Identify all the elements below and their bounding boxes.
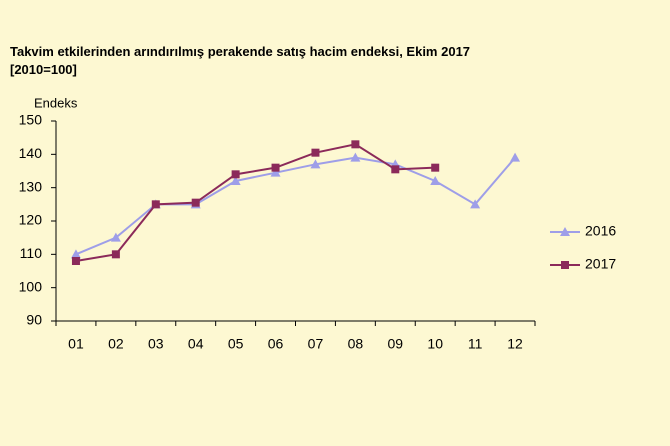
marker — [191, 198, 200, 207]
marker — [111, 250, 120, 259]
legend-label: 2016 — [585, 223, 616, 239]
chart-subtitle: [2010=100] — [10, 62, 77, 77]
x-tick-label: 11 — [468, 336, 483, 352]
x-tick-label: 10 — [427, 336, 443, 352]
x-tick-label: 03 — [148, 336, 164, 352]
x-tick-label: 05 — [228, 336, 244, 352]
marker — [510, 152, 521, 162]
marker — [270, 167, 281, 177]
marker — [431, 163, 440, 172]
marker — [230, 176, 241, 185]
marker — [350, 152, 361, 162]
marker — [561, 261, 569, 269]
y-tick-label: 110 — [20, 245, 43, 261]
x-tick-label: 04 — [188, 336, 204, 352]
series-line — [75, 156, 516, 256]
x-tick-label: 08 — [348, 336, 364, 352]
marker — [311, 148, 320, 157]
marker — [271, 163, 280, 172]
marker — [351, 140, 360, 149]
y-axis-label: Endeks — [34, 95, 78, 110]
marker — [560, 227, 570, 236]
marker — [391, 165, 400, 174]
x-tick-label: 02 — [108, 336, 124, 352]
x-tick-label: 06 — [268, 336, 284, 352]
series-line — [75, 143, 436, 262]
marker — [71, 257, 80, 265]
marker — [470, 199, 481, 209]
y-tick-label: 120 — [19, 212, 43, 228]
y-tick-label: 90 — [26, 312, 42, 328]
marker — [231, 170, 240, 179]
marker — [151, 200, 160, 209]
marker — [430, 176, 441, 185]
y-tick-label: 140 — [19, 145, 43, 161]
chart-title: Takvim etkilerinden arındırılmış peraken… — [10, 44, 470, 59]
y-tick-label: 150 — [19, 112, 43, 128]
legend-label: 2017 — [585, 256, 616, 272]
y-tick-label: 100 — [19, 278, 43, 294]
marker — [310, 159, 321, 169]
x-tick-label: 07 — [308, 336, 324, 352]
x-tick-label: 09 — [388, 336, 404, 352]
y-tick-label: 130 — [19, 178, 43, 194]
x-tick-label: 01 — [68, 336, 84, 352]
marker — [70, 249, 81, 259]
marker — [110, 232, 121, 242]
x-tick-label: 12 — [507, 336, 523, 352]
